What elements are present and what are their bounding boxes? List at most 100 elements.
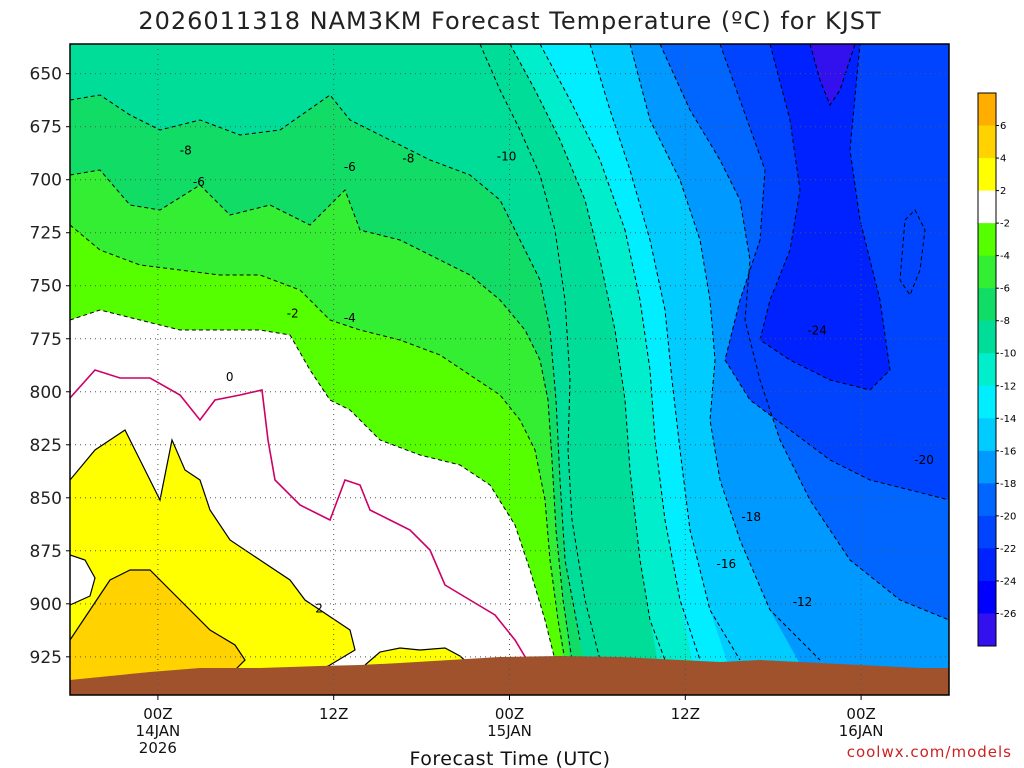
isotherm-lines — [70, 44, 949, 661]
colorbar-swatch — [978, 190, 996, 224]
x-tick-label: 00Z — [495, 705, 524, 723]
contour-label: 2 — [315, 601, 323, 615]
x-tick-label: 00Z — [846, 705, 875, 723]
colorbar-swatch — [978, 158, 996, 192]
y-tick-label: 775 — [30, 330, 62, 350]
colorbar-swatch — [978, 320, 996, 354]
x-axis-label: Forecast Time (UTC) — [410, 748, 611, 768]
colorbar-tick-label: -4 — [1000, 251, 1010, 262]
colorbar-tick-label: -20 — [1000, 511, 1016, 522]
y-tick-label: 750 — [30, 277, 62, 297]
colorbar-swatch — [978, 93, 996, 127]
band-minus-26 — [810, 44, 855, 105]
y-tick-label: 925 — [30, 648, 62, 668]
y-tick-label: 900 — [30, 595, 62, 615]
colorbar-tick-label: -22 — [1000, 544, 1016, 555]
contour-label: -24 — [807, 324, 827, 338]
band-plus-4 — [70, 570, 245, 695]
colorbar-swatch — [978, 353, 996, 387]
colorbar-tick-label: -16 — [1000, 446, 1016, 457]
y-tick-label: 675 — [30, 118, 62, 138]
y-tick-label: 850 — [30, 489, 62, 509]
isotherm-minus-2 — [70, 309, 556, 661]
terrain — [70, 656, 949, 695]
x-tick-label: 12Z — [671, 705, 700, 723]
x-tick-label: 12Z — [319, 705, 348, 723]
chart-title: 2026011318 NAM3KM Forecast Temperature (… — [138, 7, 881, 35]
isotherm-minus-8 — [70, 94, 581, 641]
contour-label: -6 — [193, 175, 205, 189]
isotherm-plus-2-small — [364, 647, 471, 666]
y-tick-label: 700 — [30, 171, 62, 191]
y-tick-label: 650 — [30, 65, 62, 85]
y-tick-label: 725 — [30, 224, 62, 244]
colorbar-swatch — [978, 548, 996, 582]
colorbar-tick-label: -12 — [1000, 381, 1016, 392]
contour-label: -20 — [914, 453, 934, 467]
isotherm-minus-4 — [70, 224, 566, 661]
colorbar-tick-label: 6 — [1000, 121, 1006, 132]
isotherm-minus-22 — [719, 44, 949, 501]
positive-isotherms — [70, 429, 471, 681]
colorbar-tick-label: 2 — [1000, 186, 1006, 197]
y-tick-label: 825 — [30, 436, 62, 456]
isotherm-minus-20 — [659, 44, 949, 621]
colorbar-tick-label: -10 — [1000, 349, 1016, 360]
colorbar-tick-label: -26 — [1000, 609, 1016, 620]
contour-label: -16 — [717, 557, 737, 571]
contour-label: -8 — [402, 152, 414, 166]
colorbar-swatch — [978, 613, 996, 647]
y-axis: 650 675 700 725 750 775 800 825 850 875 900 925 — [30, 65, 70, 668]
x-tick-label: 00Z — [143, 705, 172, 723]
colorbar-tick-label: -6 — [1000, 284, 1010, 295]
y-tick-label: 800 — [30, 383, 62, 403]
isotherm-minus-26 — [809, 44, 856, 107]
colorbar-frame — [977, 92, 997, 647]
isotherm-plus-2 — [70, 429, 356, 681]
colorbar-swatch — [978, 515, 996, 549]
plot-area — [70, 44, 949, 695]
colorbar-swatch — [978, 223, 996, 257]
colorbar-tick-label: -2 — [1000, 219, 1010, 230]
x-tick-label: 15JAN — [487, 722, 532, 740]
contour-label: -10 — [497, 150, 517, 164]
colorbar-tick-label: -14 — [1000, 414, 1016, 425]
band-minus-24 — [760, 44, 890, 390]
colorbar-swatch — [978, 255, 996, 289]
isotherm-minus-14 — [539, 44, 701, 661]
colorbar-swatch — [978, 385, 996, 419]
colorbar-tick-label: 4 — [1000, 154, 1006, 165]
contour-label: -4 — [344, 311, 356, 325]
colorbar-tick-label: -8 — [1000, 316, 1010, 327]
isotherm-white-pocket — [70, 554, 96, 606]
isotherm-minus-16 — [589, 44, 741, 661]
isotherm-minus-20-east — [899, 209, 926, 297]
y-tick-label: 875 — [30, 542, 62, 562]
contour-labels: -8 -8 -10 -6 -6 -2 -4 0 2 -24 -20 -18 -16 -12 — [180, 143, 934, 615]
isotherm-minus-10 — [479, 44, 601, 661]
isotherm-minus-6 — [70, 169, 573, 661]
contour-label: -6 — [344, 160, 356, 174]
colorbar-swatch — [978, 450, 996, 484]
credit-text: coolwx.com/models — [847, 743, 1012, 761]
grid-lines — [70, 44, 949, 695]
contour-label: -18 — [741, 510, 761, 524]
contour-label: -2 — [287, 307, 299, 321]
colorbar: 6 4 2 -2 -4 -6 -8 -10 -12 -14 -16 -18 -20 -22 -24 -26 — [977, 92, 1016, 647]
contour-label: -12 — [793, 595, 813, 609]
x-tick-label: 16JAN — [839, 722, 884, 740]
colorbar-swatch — [978, 288, 996, 322]
contour-label: 0 — [226, 370, 234, 384]
contour-label: -8 — [180, 143, 192, 157]
colorbar-swatch — [978, 125, 996, 159]
colorbar-tick-label: -18 — [1000, 479, 1016, 490]
colorbar-swatch — [978, 418, 996, 452]
x-tick-label: 2026 — [139, 739, 177, 757]
colorbar-swatch — [978, 580, 996, 614]
x-tick-label: 14JAN — [136, 722, 181, 740]
isotherm-minus-18 — [629, 44, 821, 661]
colorbar-tick-label: -24 — [1000, 576, 1016, 587]
colorbar-swatch — [978, 483, 996, 517]
